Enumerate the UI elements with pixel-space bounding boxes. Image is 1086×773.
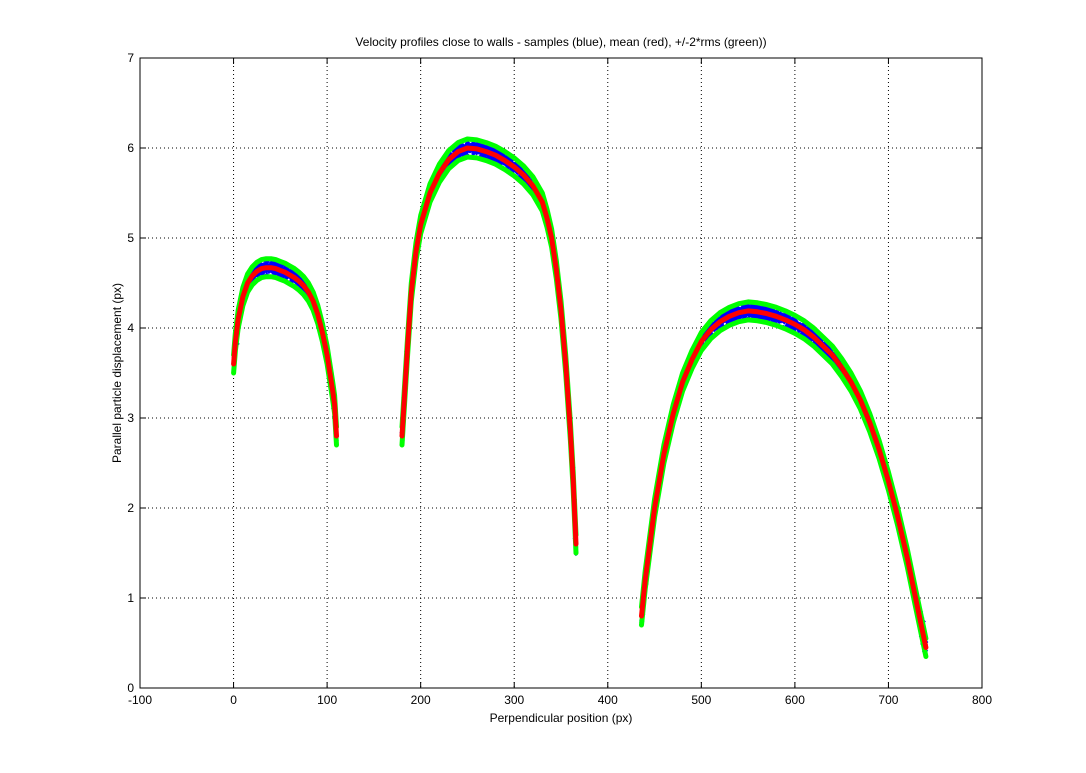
y-tick-label: 4 — [127, 321, 134, 335]
x-tick-label: 300 — [504, 693, 524, 707]
y-tick-label: 5 — [127, 231, 134, 245]
x-tick-label: -100 — [128, 693, 152, 707]
chart-title: Velocity profiles close to walls - sampl… — [355, 35, 766, 49]
x-tick-label: 700 — [878, 693, 898, 707]
plot-area — [231, 136, 929, 659]
x-tick-label: 200 — [411, 693, 431, 707]
profile-2 — [399, 136, 579, 557]
y-tick-label: 0 — [127, 681, 134, 695]
x-tick-label: 400 — [598, 693, 618, 707]
x-tick-label: 500 — [691, 693, 711, 707]
y-tick-label: 6 — [127, 141, 134, 155]
y-tick-label: 1 — [127, 591, 134, 605]
x-tick-label: 0 — [230, 693, 237, 707]
mean-line — [231, 265, 339, 439]
x-tick-label: 800 — [972, 693, 992, 707]
x-axis-label: Perpendicular position (px) — [490, 711, 633, 725]
y-tick-label: 3 — [127, 411, 134, 425]
profile-1 — [231, 256, 339, 448]
y-tick-label: 2 — [127, 501, 134, 515]
x-tick-label: 100 — [317, 693, 337, 707]
y-tick-label: 7 — [127, 51, 134, 65]
x-tick-label: 600 — [785, 693, 805, 707]
y-axis-label: Parallel particle displacement (px) — [110, 283, 124, 463]
